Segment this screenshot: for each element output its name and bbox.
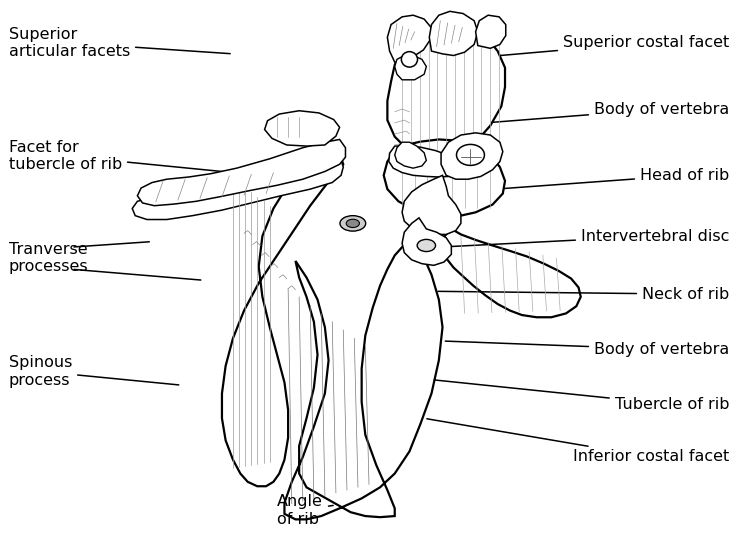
Polygon shape <box>395 142 427 168</box>
Ellipse shape <box>346 219 359 228</box>
Text: Intervertebral disc: Intervertebral disc <box>441 229 729 247</box>
Text: Superior
articular facets: Superior articular facets <box>9 27 230 59</box>
Text: Angle
of rib: Angle of rib <box>277 495 333 527</box>
Text: Neck of rib: Neck of rib <box>438 286 729 301</box>
Polygon shape <box>265 111 339 146</box>
Polygon shape <box>387 26 505 159</box>
Text: Tubercle of rib: Tubercle of rib <box>434 380 729 412</box>
Polygon shape <box>222 150 343 486</box>
Polygon shape <box>384 139 505 217</box>
Polygon shape <box>387 15 432 62</box>
Polygon shape <box>430 11 477 56</box>
Polygon shape <box>132 156 343 220</box>
Text: Superior costal facet: Superior costal facet <box>427 36 729 62</box>
Text: Head of rib: Head of rib <box>460 168 729 191</box>
Polygon shape <box>402 175 461 234</box>
Polygon shape <box>402 218 452 265</box>
Polygon shape <box>441 133 503 179</box>
Polygon shape <box>441 229 581 317</box>
Ellipse shape <box>401 52 418 67</box>
Polygon shape <box>395 56 427 80</box>
Polygon shape <box>389 146 459 177</box>
Ellipse shape <box>340 216 366 231</box>
Ellipse shape <box>457 144 484 165</box>
Text: Spinous
process: Spinous process <box>9 355 179 387</box>
Ellipse shape <box>417 239 435 251</box>
Text: Facet for
tubercle of rib: Facet for tubercle of rib <box>9 140 230 172</box>
Text: Inferior costal facet: Inferior costal facet <box>427 419 729 465</box>
Polygon shape <box>284 241 443 519</box>
Polygon shape <box>137 139 345 206</box>
Text: Tranverse
processes: Tranverse processes <box>9 242 89 274</box>
Text: Body of vertebra: Body of vertebra <box>445 341 729 357</box>
Polygon shape <box>475 15 506 48</box>
Text: Body of vertebra: Body of vertebra <box>452 102 729 125</box>
